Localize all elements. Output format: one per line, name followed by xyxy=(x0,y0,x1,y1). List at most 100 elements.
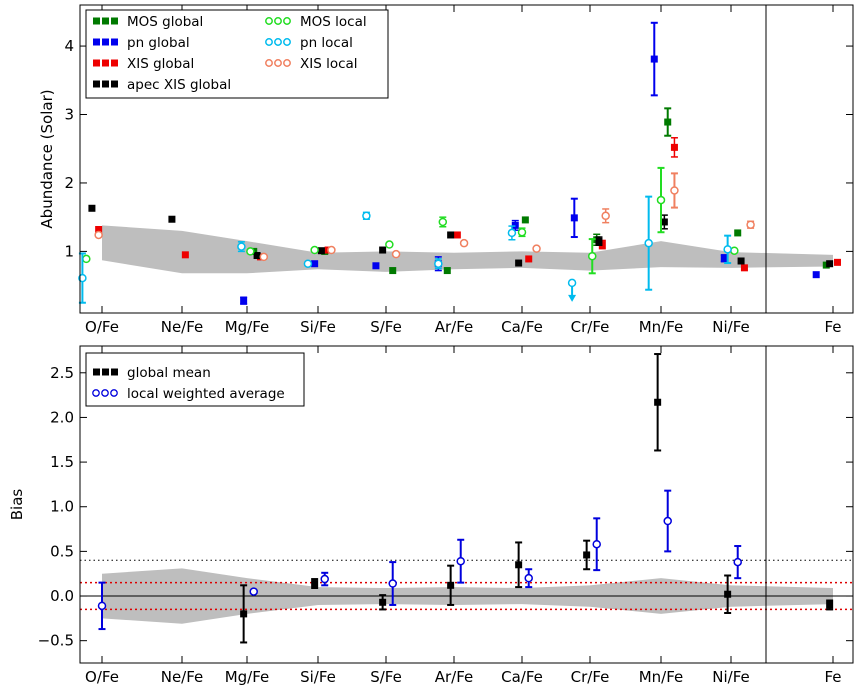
legend-marker xyxy=(283,38,291,46)
data-point-square xyxy=(734,229,742,237)
data-point-circle xyxy=(670,186,679,195)
legend-marker xyxy=(92,389,100,397)
y-tick-label: 0.5 xyxy=(50,542,74,560)
legend-marker xyxy=(265,38,273,46)
x-tick-label: Ar/Fe xyxy=(435,668,474,686)
data-point-circle xyxy=(746,220,755,229)
data-point-circle xyxy=(391,249,401,259)
data-point-square xyxy=(525,255,533,263)
data-point-circle xyxy=(320,574,329,584)
legend-marker xyxy=(283,59,291,67)
y-tick-label: 2 xyxy=(64,174,74,192)
data-point-square xyxy=(650,55,658,63)
data-point-circle xyxy=(310,245,319,255)
legend-label: local weighted average xyxy=(127,386,285,402)
plot-frame xyxy=(79,4,854,314)
data-point-square xyxy=(740,264,748,272)
legend-marker xyxy=(102,368,109,376)
legend-label: XIS local xyxy=(300,56,358,72)
data-point-circle xyxy=(507,228,517,238)
x-tick-label: Fe xyxy=(824,318,841,336)
legend-marker xyxy=(93,38,100,46)
data-point-square xyxy=(833,258,841,266)
legend-marker xyxy=(93,368,100,376)
legend-marker xyxy=(93,17,100,25)
data-point-square xyxy=(240,610,248,618)
data-point-circle xyxy=(730,246,739,255)
legend-label: MOS local xyxy=(300,14,367,30)
data-point-circle xyxy=(733,557,742,567)
data-point-circle xyxy=(237,242,246,251)
x-tick-label: Mn/Fe xyxy=(639,668,684,686)
x-tick-label: Mg/Fe xyxy=(225,668,270,686)
x-tick-label: Ca/Fe xyxy=(501,318,543,336)
legend-marker xyxy=(274,38,282,46)
legend-marker xyxy=(111,17,118,25)
legend-box xyxy=(85,9,389,99)
data-point-square xyxy=(88,204,96,212)
legend-marker xyxy=(111,80,118,88)
legend-marker xyxy=(274,17,282,25)
data-point-circle xyxy=(532,244,541,253)
data-point-circle xyxy=(303,259,313,268)
legend-marker xyxy=(283,17,291,25)
data-point-circle xyxy=(97,601,107,611)
data-point-square xyxy=(724,590,732,598)
data-point-square xyxy=(181,251,189,259)
data-point-square xyxy=(515,259,523,267)
data-point-circle xyxy=(456,556,465,566)
y-tick-label: −0.5 xyxy=(38,632,74,650)
data-point-circle xyxy=(601,211,610,221)
y-tick-label: 1.0 xyxy=(50,498,74,516)
x-tick-label: O/Fe xyxy=(85,668,119,686)
data-point-circle xyxy=(663,516,672,526)
x-tick-label: Ni/Fe xyxy=(712,318,749,336)
legend-marker xyxy=(101,389,109,397)
data-point-square xyxy=(372,262,380,270)
data-point-square xyxy=(664,118,672,126)
data-point-square xyxy=(389,267,397,275)
y-tick-label: 1.5 xyxy=(50,453,74,471)
data-point-circle xyxy=(246,247,255,256)
data-point-square xyxy=(311,260,319,268)
x-tick-label: S/Fe xyxy=(370,668,402,686)
data-point-square xyxy=(317,247,325,255)
data-point-circle xyxy=(567,278,577,288)
data-point-circle xyxy=(587,251,597,261)
data-point-circle xyxy=(362,211,371,221)
legend-marker xyxy=(102,17,109,25)
data-point-square xyxy=(812,271,820,279)
x-tick-label: S/Fe xyxy=(370,318,402,336)
y-tick-label: 4 xyxy=(64,37,74,55)
x-tick-label: Si/Fe xyxy=(300,318,336,336)
x-tick-label: Ca/Fe xyxy=(501,668,543,686)
y-tick-label: 0.0 xyxy=(50,587,74,605)
data-point-square xyxy=(515,561,523,569)
y-axis-label: Bias xyxy=(8,489,26,521)
data-point-square xyxy=(737,257,745,265)
legend-marker xyxy=(102,80,109,88)
x-tick-label: O/Fe xyxy=(85,318,119,336)
data-point-square xyxy=(826,601,834,609)
data-point-square xyxy=(95,225,103,233)
x-tick-label: Ni/Fe xyxy=(712,668,749,686)
data-point-circle xyxy=(385,240,394,249)
legend-label: pn local xyxy=(300,35,353,51)
data-point-circle xyxy=(723,245,732,254)
data-point-circle xyxy=(438,217,448,227)
data-point-circle xyxy=(644,238,653,248)
legend-label: global mean xyxy=(127,365,211,381)
legend-marker xyxy=(110,389,118,397)
data-point-square xyxy=(595,237,603,245)
data-point-square xyxy=(253,252,261,260)
plot-frame xyxy=(79,345,854,664)
data-point-square xyxy=(379,598,387,606)
data-point-square xyxy=(654,398,662,406)
data-point-circle xyxy=(78,273,87,283)
legend-marker xyxy=(102,59,109,67)
data-point-square xyxy=(583,551,591,559)
x-tick-label: Ne/Fe xyxy=(161,318,204,336)
data-point-square xyxy=(311,580,319,588)
data-point-square xyxy=(453,231,461,239)
legend-marker xyxy=(93,80,100,88)
